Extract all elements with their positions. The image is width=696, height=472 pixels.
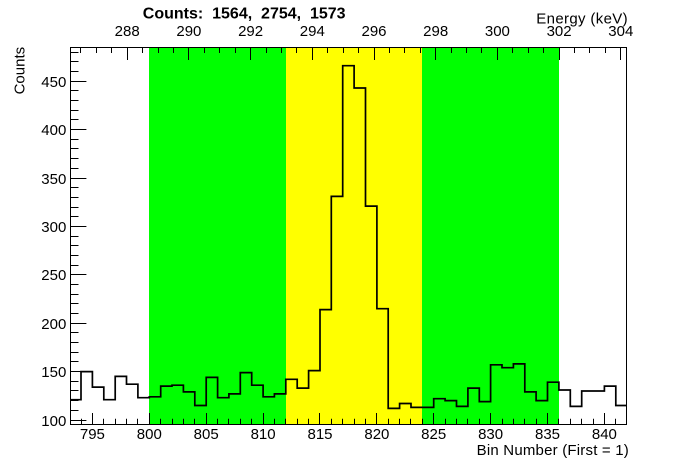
svg-text:Counts: 1564, 2754, 1573: Counts: 1564, 2754, 1573 <box>143 6 346 23</box>
svg-text:290: 290 <box>176 23 201 40</box>
svg-text:800: 800 <box>137 426 162 443</box>
svg-text:100: 100 <box>41 413 66 430</box>
svg-text:350: 350 <box>41 171 66 188</box>
svg-text:288: 288 <box>115 23 140 40</box>
svg-text:150: 150 <box>41 364 66 381</box>
svg-text:840: 840 <box>592 426 617 443</box>
svg-text:200: 200 <box>41 316 66 333</box>
svg-text:805: 805 <box>194 426 219 443</box>
svg-text:820: 820 <box>364 426 389 443</box>
svg-text:298: 298 <box>423 23 448 40</box>
svg-text:Energy (keV): Energy (keV) <box>536 11 628 28</box>
svg-text:302: 302 <box>547 23 572 40</box>
svg-text:Bin Number (First = 1): Bin Number (First = 1) <box>477 442 629 459</box>
svg-text:815: 815 <box>307 426 332 443</box>
svg-text:400: 400 <box>41 122 66 139</box>
svg-text:294: 294 <box>300 23 325 40</box>
svg-text:Counts: Counts <box>12 47 29 95</box>
svg-text:830: 830 <box>478 426 503 443</box>
svg-text:296: 296 <box>361 23 386 40</box>
svg-text:795: 795 <box>80 426 105 443</box>
svg-text:450: 450 <box>41 74 66 91</box>
svg-text:825: 825 <box>421 426 446 443</box>
svg-text:304: 304 <box>608 23 633 40</box>
svg-text:835: 835 <box>535 426 560 443</box>
svg-text:300: 300 <box>485 23 510 40</box>
svg-text:810: 810 <box>251 426 276 443</box>
svg-text:292: 292 <box>238 23 263 40</box>
svg-text:250: 250 <box>41 267 66 284</box>
svg-text:300: 300 <box>41 219 66 236</box>
